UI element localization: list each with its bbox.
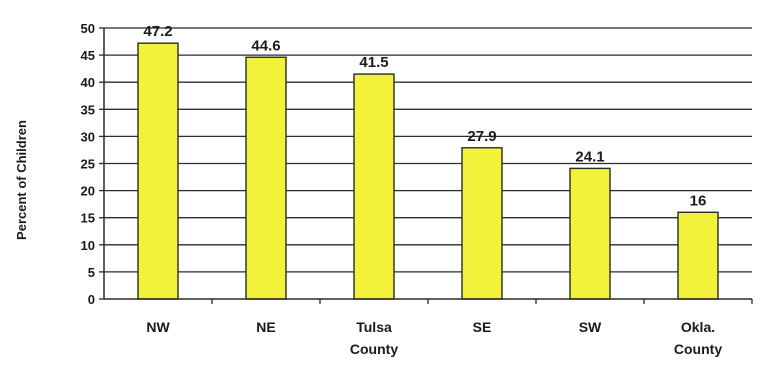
bar bbox=[569, 167, 611, 300]
x-category-label-line: NE bbox=[256, 319, 275, 335]
y-tick-label: 50 bbox=[81, 21, 95, 36]
bars bbox=[137, 42, 719, 300]
axes bbox=[99, 27, 753, 304]
bar bbox=[353, 73, 395, 300]
data-label: 27.9 bbox=[467, 128, 496, 145]
x-category-label: NW bbox=[146, 319, 170, 335]
y-tick-label: 45 bbox=[81, 48, 95, 63]
x-category-label-line: County bbox=[674, 341, 722, 357]
y-tick-label: 5 bbox=[88, 265, 95, 280]
data-label: 41.5 bbox=[359, 54, 388, 71]
data-label: 47.2 bbox=[143, 23, 172, 40]
x-category-label: SW bbox=[579, 319, 602, 335]
y-tick-label: 20 bbox=[81, 184, 95, 199]
bar bbox=[461, 147, 503, 300]
x-category-label-line: SW bbox=[579, 319, 602, 335]
y-tick-label: 35 bbox=[81, 102, 95, 117]
labels: 0 5 10 15 20 25 30 35 40 45 50 47.2 NW 44.6 NE 41.5 Tuls… bbox=[81, 21, 723, 357]
data-label: 44.6 bbox=[251, 37, 280, 54]
x-category-label-line: NW bbox=[146, 319, 170, 335]
gridlines bbox=[104, 27, 752, 273]
x-category-label: Tulsa County bbox=[350, 319, 398, 357]
x-category-label-line: Tulsa bbox=[356, 319, 392, 335]
x-category-label-line: SE bbox=[473, 319, 492, 335]
data-label: 24.1 bbox=[575, 148, 604, 165]
y-tick-label: 10 bbox=[81, 238, 95, 253]
bar bbox=[245, 56, 287, 300]
y-tick-label: 25 bbox=[81, 157, 95, 172]
y-tick-label: 40 bbox=[81, 75, 95, 90]
bar bbox=[677, 211, 719, 300]
x-category-label-line: Okla. bbox=[681, 319, 715, 335]
y-tick-label: 15 bbox=[81, 211, 95, 226]
y-tick-label: 30 bbox=[81, 129, 95, 144]
data-label: 16 bbox=[690, 192, 707, 209]
y-tick-label: 0 bbox=[88, 292, 95, 307]
bar bbox=[137, 42, 179, 300]
x-category-label: Okla. County bbox=[674, 319, 722, 357]
y-axis-title: Percent of Children bbox=[14, 120, 29, 240]
x-category-label: NE bbox=[256, 319, 275, 335]
x-category-label-line: County bbox=[350, 341, 398, 357]
x-category-label: SE bbox=[473, 319, 492, 335]
